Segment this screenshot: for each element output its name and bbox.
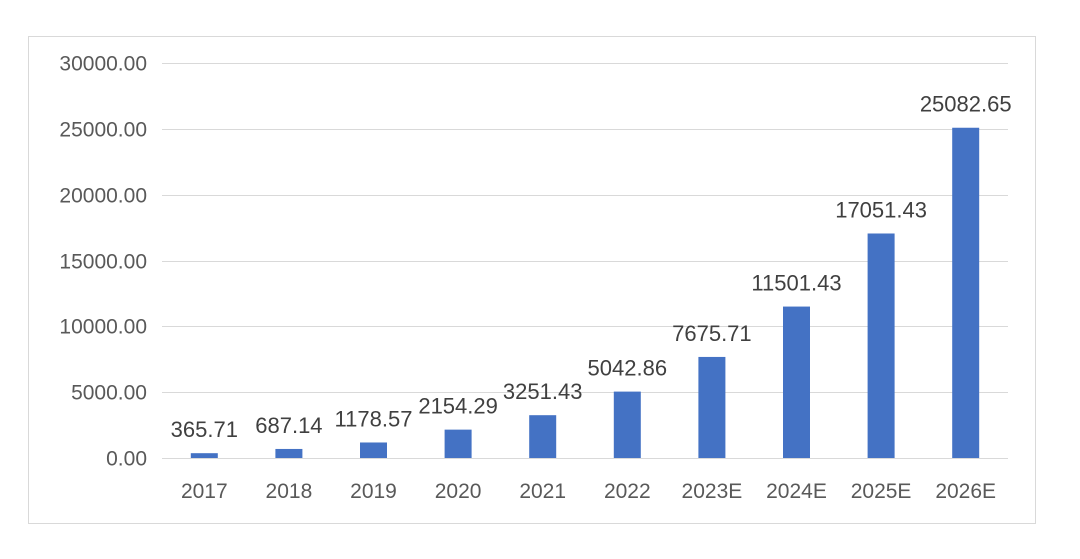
x-tick-label: 2022 bbox=[604, 480, 651, 503]
y-tick-label: 10000.00 bbox=[59, 316, 147, 339]
data-label: 365.71 bbox=[171, 417, 238, 442]
x-tick-label: 2026E bbox=[935, 480, 996, 503]
x-axis-tick-labels: 2017 2018 2019 2020 2021 2022 2023E 2024E 2025E 2… bbox=[181, 480, 996, 503]
data-label: 2154.29 bbox=[418, 394, 498, 419]
gridlines bbox=[162, 63, 1008, 459]
bar bbox=[867, 233, 895, 458]
data-label: 11501.43 bbox=[751, 271, 841, 296]
data-label: 687.14 bbox=[255, 413, 322, 438]
bars bbox=[190, 127, 980, 458]
bar bbox=[275, 448, 303, 458]
y-tick-label: 25000.00 bbox=[59, 119, 147, 142]
x-tick-label: 2017 bbox=[181, 480, 228, 503]
x-tick-label: 2021 bbox=[519, 480, 566, 503]
bar bbox=[190, 453, 218, 458]
x-tick-label: 2023E bbox=[682, 480, 743, 503]
bar bbox=[360, 442, 387, 458]
y-tick-label: 15000.00 bbox=[59, 251, 147, 274]
data-labels: 365.71 687.14 1178.572154.293251.435042.86… bbox=[171, 92, 1012, 442]
x-tick-label: 2018 bbox=[266, 480, 313, 503]
data-label: 5042.86 bbox=[588, 356, 668, 381]
bar bbox=[952, 127, 980, 458]
y-tick-label: 20000.00 bbox=[59, 185, 147, 208]
x-tick-label: 2024E bbox=[766, 480, 827, 503]
bar bbox=[529, 415, 557, 458]
bar bbox=[698, 356, 726, 458]
data-label: 17051.43 bbox=[835, 197, 927, 222]
x-tick-label: 2025E bbox=[851, 480, 912, 503]
x-tick-label: 2020 bbox=[435, 480, 482, 503]
bar bbox=[783, 306, 810, 458]
y-tick-label: 30000.00 bbox=[59, 53, 147, 76]
y-axis-tick-labels: 0.00 5000.00 10000.00 15000.00 20000.00 25000… bbox=[59, 53, 147, 471]
bar bbox=[444, 429, 472, 458]
x-tick-label: 2019 bbox=[350, 480, 397, 503]
y-tick-label: 5000.00 bbox=[71, 382, 147, 405]
data-label: 3251.43 bbox=[503, 379, 583, 404]
data-label: 1178.57 bbox=[335, 406, 413, 431]
data-label: 7675.71 bbox=[672, 321, 752, 346]
data-label: 25082.65 bbox=[920, 92, 1012, 117]
y-tick-label: 0.00 bbox=[106, 448, 147, 471]
bar bbox=[613, 391, 641, 458]
